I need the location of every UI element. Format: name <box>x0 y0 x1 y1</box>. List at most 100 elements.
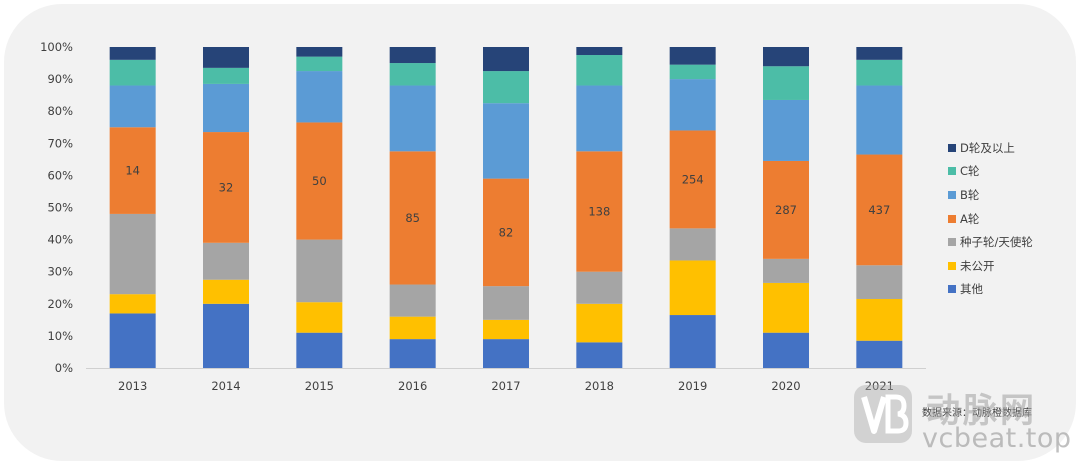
bar-segment <box>669 79 716 131</box>
bar-segment <box>109 85 156 128</box>
legend-swatch <box>948 143 956 152</box>
legend-label: B轮 <box>960 187 980 202</box>
bar-segment <box>203 132 249 243</box>
bar-segment <box>483 319 529 340</box>
bar-segment <box>203 279 249 304</box>
bar-segment <box>203 67 249 84</box>
data-label: 32 <box>219 180 234 194</box>
bar-segment <box>856 340 903 368</box>
bar-segment <box>856 85 903 155</box>
bar-segment <box>483 71 529 104</box>
bar-segment <box>483 339 529 368</box>
bar-segment <box>576 151 623 272</box>
legend-swatch <box>948 285 956 294</box>
bar-segment <box>669 130 716 229</box>
x-tick-label: 2018 <box>585 379 614 393</box>
bar-segment <box>296 122 343 240</box>
x-tick-label: 2014 <box>211 379 240 393</box>
bar-segment <box>763 47 809 67</box>
bar-segment <box>389 316 436 340</box>
legend-label: C轮 <box>960 164 980 179</box>
y-tick-label: 20% <box>47 297 73 311</box>
data-source-note: 数据来源：动脉橙数据库 <box>922 408 1032 419</box>
legend-swatch <box>948 238 956 247</box>
bar-segment <box>856 59 903 86</box>
bar-segment <box>389 339 436 368</box>
y-tick-label: 80% <box>47 104 73 118</box>
legend-label: 其他 <box>960 282 983 297</box>
bar-segment <box>483 47 529 72</box>
bar-segment <box>763 66 809 100</box>
legend-item: 种子轮/天使轮 <box>948 230 1033 254</box>
legend-item: 其他 <box>948 278 1033 302</box>
y-tick-label: 40% <box>47 233 73 247</box>
watermark-cn-text: 动脉网 <box>926 391 1037 431</box>
y-tick-label: 90% <box>47 72 73 86</box>
bar-segment <box>389 85 436 152</box>
legend-label: 种子轮/天使轮 <box>960 235 1033 250</box>
bar-segment <box>483 178 529 287</box>
data-label: 437 <box>868 203 890 217</box>
bar-segment <box>203 47 249 68</box>
x-tick-label: 2015 <box>305 379 334 393</box>
legend-item: A轮 <box>948 207 1033 231</box>
x-tick-label: 2019 <box>678 379 707 393</box>
legend-label: D轮及以上 <box>960 140 1015 155</box>
x-tick-label: 2021 <box>865 379 894 393</box>
y-tick-label: 60% <box>47 168 73 182</box>
bar-segment <box>109 59 156 86</box>
bar-segment <box>296 47 343 57</box>
bar-segment <box>203 303 249 368</box>
legend-swatch <box>948 167 956 176</box>
bar-segment <box>109 313 156 368</box>
y-tick-label: 100% <box>40 40 73 54</box>
chart-legend: D轮及以上 C轮 B轮 A轮 种子轮/天使轮 未公开 其他 <box>948 136 1033 301</box>
vb-logo-icon <box>854 385 912 443</box>
bar-segment <box>576 85 623 152</box>
data-label: 50 <box>312 174 327 188</box>
bar-segment <box>763 332 809 368</box>
bar-segment <box>669 47 716 65</box>
legend-item: C轮 <box>948 160 1033 184</box>
bar-segment <box>203 242 249 280</box>
bar-segment <box>109 127 156 214</box>
bar-segment <box>669 228 716 261</box>
legend-label: A轮 <box>960 211 980 226</box>
bar-segment <box>763 99 809 161</box>
bar-segment <box>669 315 716 368</box>
bar-segment <box>296 56 343 72</box>
bar-segment <box>203 83 249 133</box>
legend-item: D轮及以上 <box>948 136 1033 160</box>
legend-swatch <box>948 190 956 199</box>
legend-swatch <box>948 214 956 223</box>
bar-segment <box>296 71 343 123</box>
y-tick-label: 10% <box>47 329 73 343</box>
y-tick-label: 30% <box>47 265 73 279</box>
legend-swatch <box>948 261 956 270</box>
data-label: 82 <box>499 225 514 239</box>
bar-segment <box>483 286 529 320</box>
x-tick-label: 2013 <box>118 379 147 393</box>
legend-item: B轮 <box>948 183 1033 207</box>
bar-segment <box>296 239 343 303</box>
bar-segment <box>109 47 156 60</box>
data-label: 85 <box>405 211 420 225</box>
bar-segment <box>389 63 436 86</box>
data-label: 14 <box>125 164 140 178</box>
vcbeat-watermark: 动脉网 vcbeat.top <box>852 383 1072 459</box>
bar-segment <box>576 47 623 56</box>
bar-segment <box>763 160 809 259</box>
bar-segment <box>856 298 903 341</box>
bar-segment <box>483 103 529 179</box>
y-tick-label: 50% <box>47 201 73 215</box>
bar-segment <box>856 154 903 266</box>
bar-segment <box>669 64 716 80</box>
y-tick-label: 0% <box>55 361 73 375</box>
bar-segment <box>856 265 903 299</box>
bar-segment <box>669 260 716 316</box>
x-tick-label: 2020 <box>771 379 800 393</box>
bar-segment <box>109 213 156 295</box>
bar-segment <box>109 294 156 314</box>
bar-segment <box>856 47 903 60</box>
bar-segment <box>576 271 623 304</box>
